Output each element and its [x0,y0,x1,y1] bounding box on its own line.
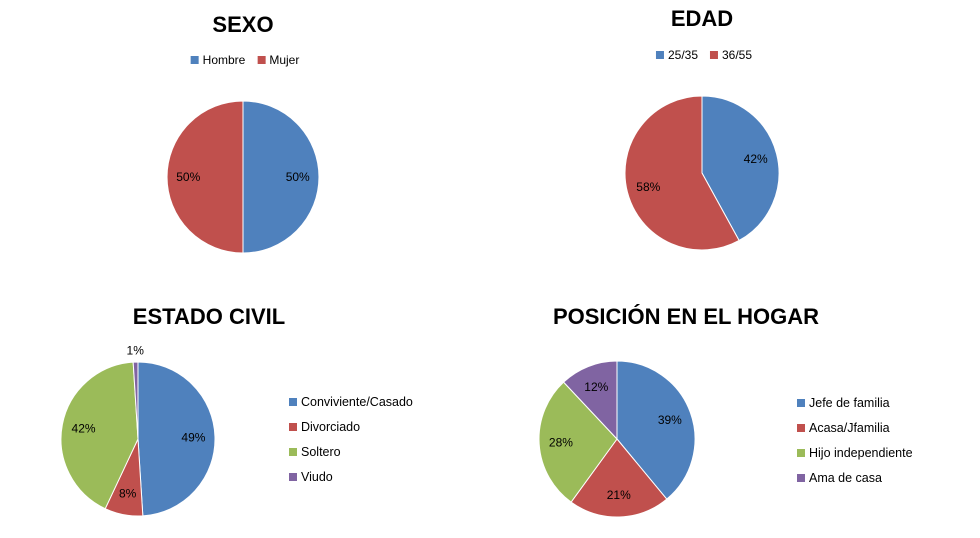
chart-title: EDAD [670,6,734,31]
legend-swatch [655,51,664,59]
data-label: 12% [584,380,608,394]
pie-slice [616,360,696,500]
legend-swatch [289,472,297,481]
legend-swatch [797,448,805,457]
legend-item: Divorciado [289,414,413,439]
legend-swatch [797,423,805,432]
data-label: 49% [181,430,205,444]
pie-slice [137,361,216,517]
data-label: 50% [286,170,310,184]
legend-item: Acasa/Jfamilia [797,415,913,440]
data-label: 39% [658,413,682,427]
legend-label: Acasa/Jfamilia [809,420,890,435]
pie-slice [701,95,780,242]
data-label: 28% [549,436,573,450]
legend-label: Conviviente/Casado [301,394,413,409]
legend-label: Hijo independiente [809,445,913,460]
legend-swatch [289,422,297,431]
legend-item: Viudo [289,464,413,489]
legend-label: 25/35 [667,48,698,62]
chart-legend: Jefe de familia Acasa/Jfamilia Hijo inde… [797,390,913,490]
chart-legend: 25/35 36/55 [655,48,752,62]
pie-slice [570,438,668,518]
legend-swatch [797,473,805,482]
legend-item: Hombre [190,53,246,67]
chart-legend: Conviviente/Casado Divorciado Soltero Vi… [289,389,413,489]
pie-slice [166,100,244,254]
legend-item: 25/35 [655,48,698,62]
legend-swatch [289,447,297,456]
chart-title: ESTADO CIVIL [132,304,286,329]
data-label: 42% [744,152,768,166]
legend-item: Mujer [257,53,299,67]
legend-swatch [190,56,199,64]
legend-label: Mujer [269,53,300,67]
legend-item: 36/55 [710,48,752,62]
legend-label: Divorciado [301,419,361,434]
data-label: 1% [127,343,145,357]
legend-label: 36/55 [722,48,753,62]
legend-swatch [797,398,805,407]
legend-label: Soltero [301,444,341,459]
legend-label: Hombre [202,53,246,67]
legend-swatch [710,51,718,59]
legend-item: Jefe de familia [797,390,913,415]
pie-slice [60,361,139,510]
legend-swatch [257,56,266,64]
pie-slice [538,381,618,503]
legend-label: Ama de casa [809,470,882,485]
legend-label: Viudo [301,469,333,484]
legend-item: Hijo independiente [797,440,913,465]
pie-slice [562,360,618,441]
data-label: 58% [636,180,660,194]
data-label: 42% [72,422,96,436]
chart-legend: Hombre Mujer [190,53,299,67]
legend-swatch [289,397,297,406]
pie-slice [624,95,740,251]
chart-title: SEXO [212,12,274,37]
data-label: 50% [176,170,200,184]
data-label: 21% [607,488,631,502]
legend-label: Jefe de familia [809,395,890,410]
legend-item: Soltero [289,439,413,464]
chart-title: POSICIÓN EN EL HOGAR [552,304,820,329]
pie-slice [242,100,320,254]
pie-slice [132,361,139,440]
legend-item: Conviviente/Casado [289,389,413,414]
legend-item: Ama de casa [797,465,913,490]
data-label: 8% [119,486,137,500]
